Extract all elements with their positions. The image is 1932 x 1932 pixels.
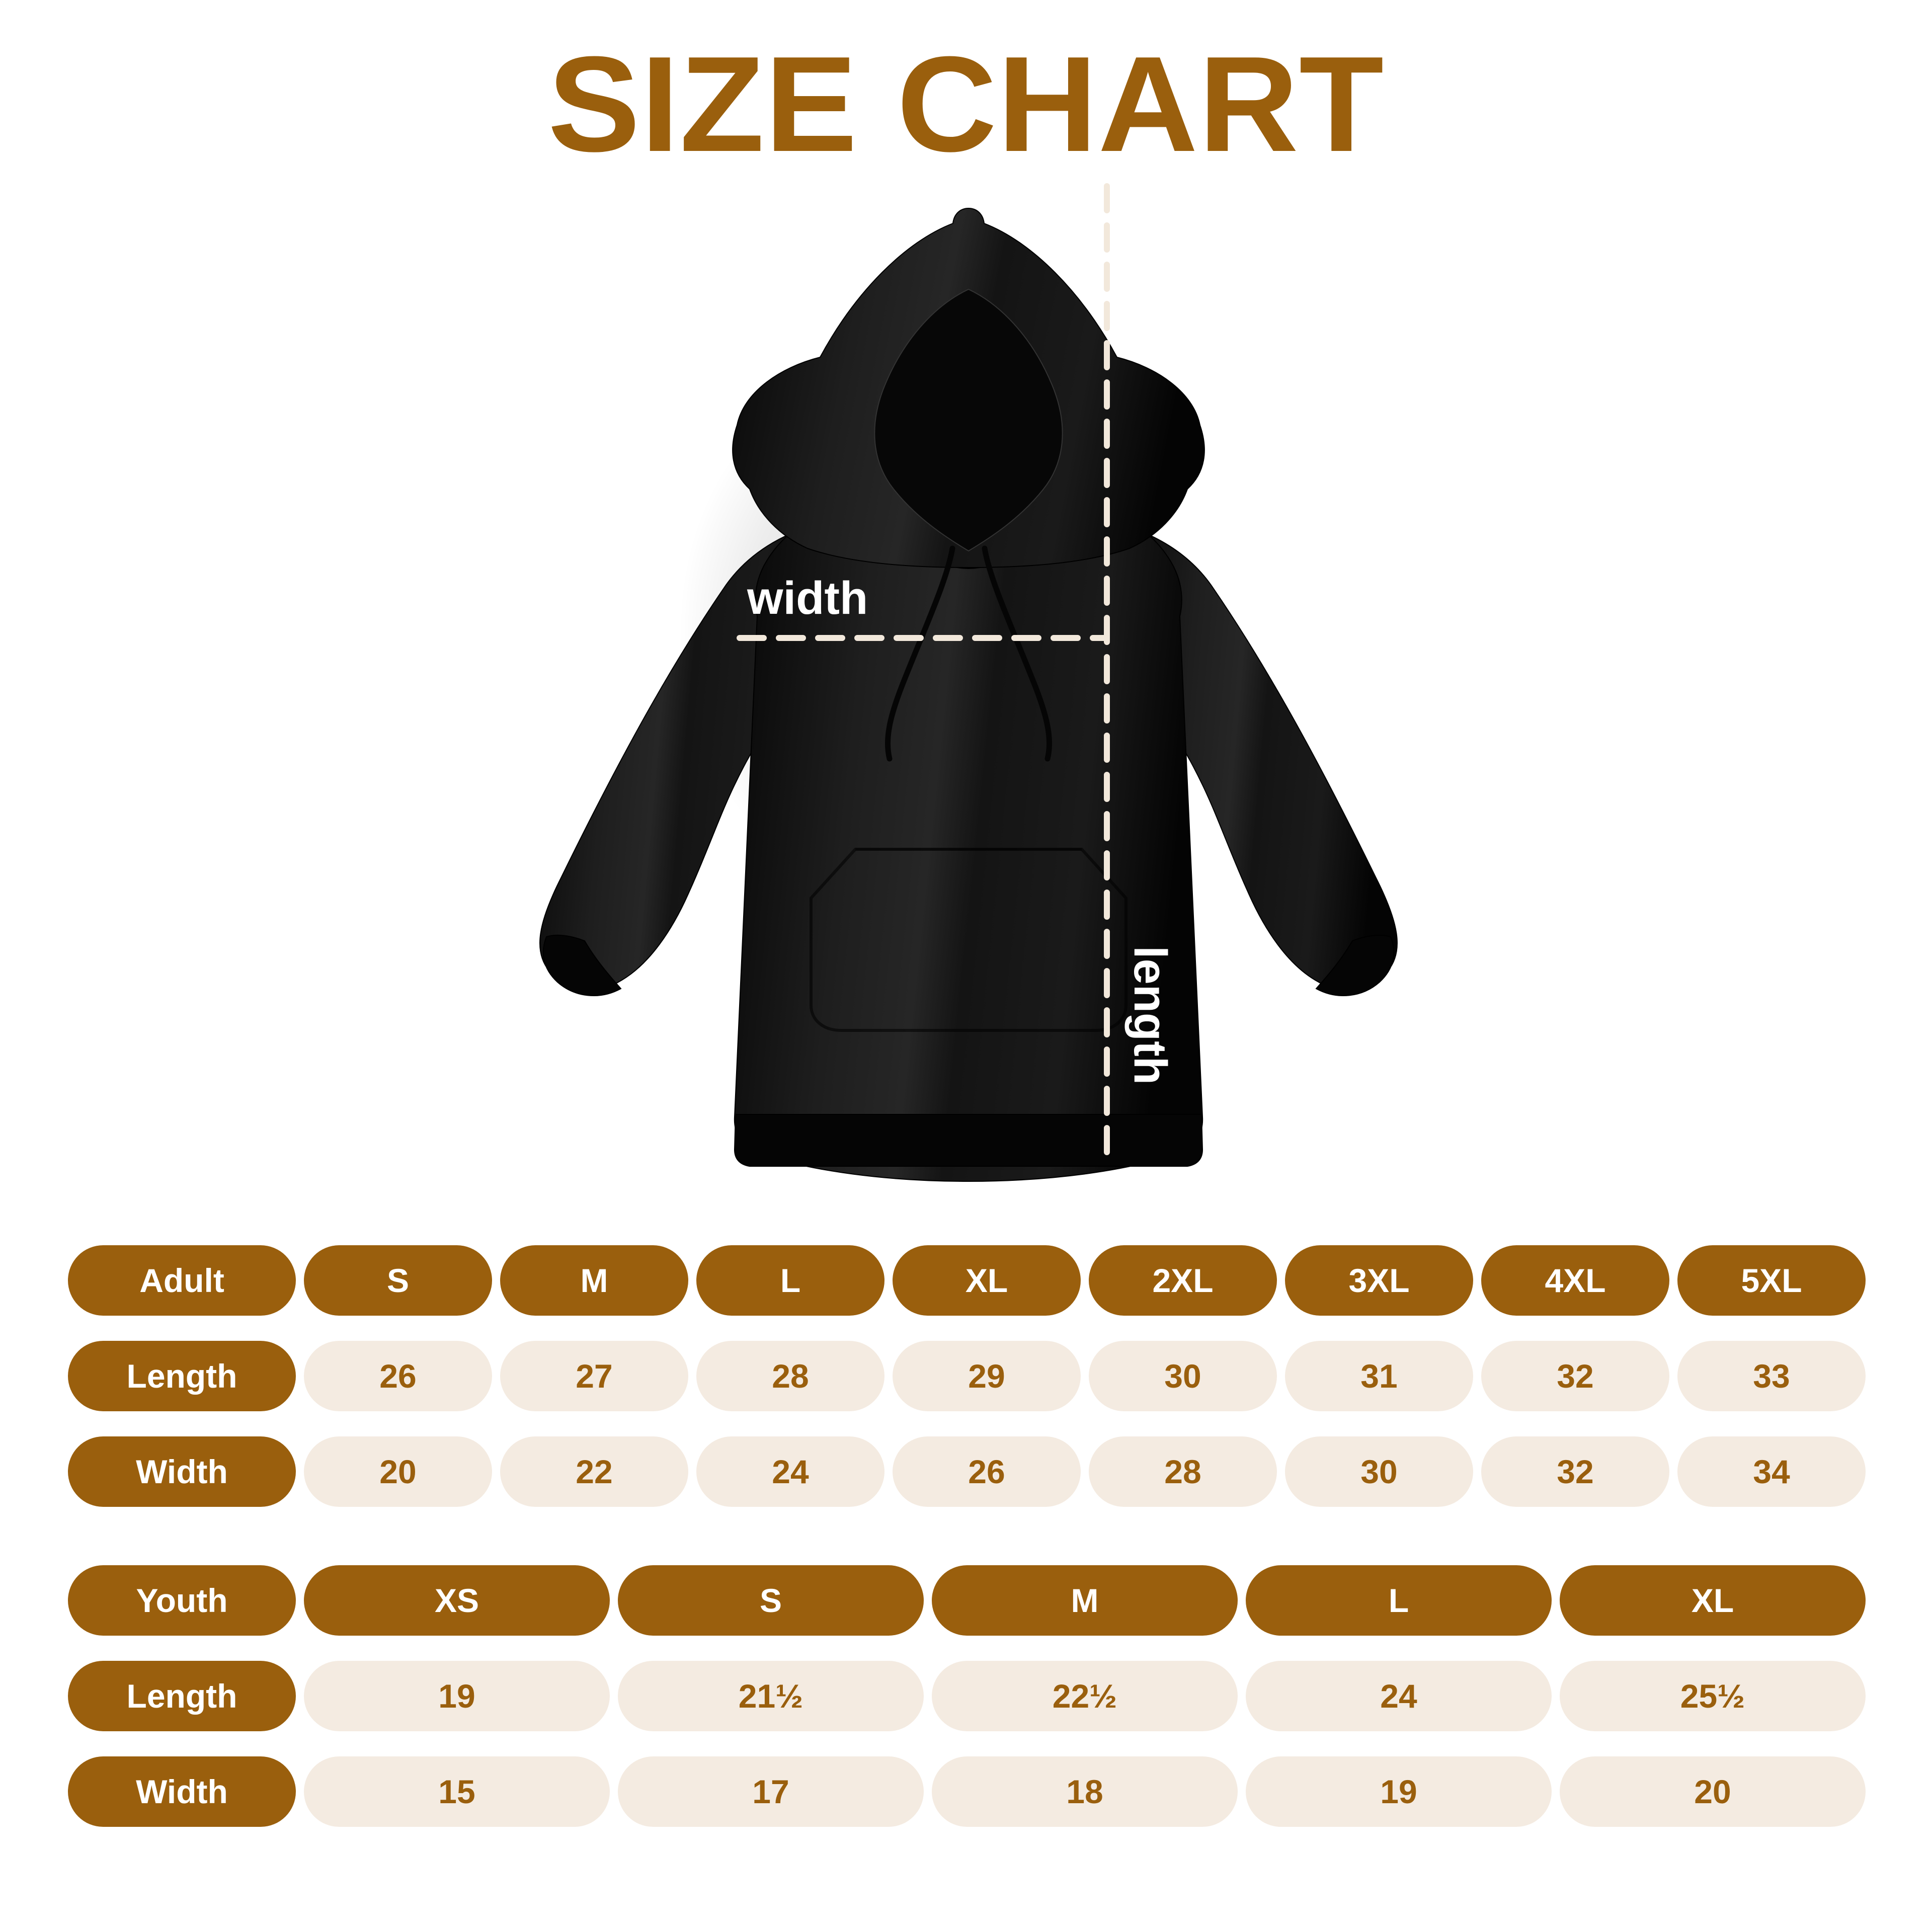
- svg-text:width: width: [747, 573, 868, 624]
- svg-text:length: length: [1124, 946, 1176, 1085]
